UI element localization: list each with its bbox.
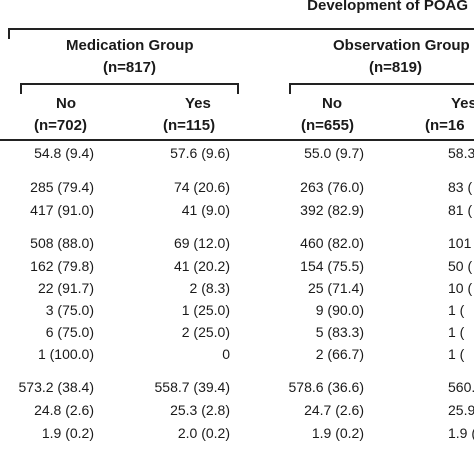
table-cell: 1 (: [448, 302, 465, 318]
table-cell: 2 (25.0): [181, 324, 230, 340]
top-rule-tick: [8, 28, 10, 39]
table-cell: 162 (79.8): [30, 258, 94, 274]
col-obs-yes-label: Yes: [451, 95, 474, 112]
table-cell: 1.9 (0.2): [311, 425, 364, 441]
table-cell: 50 (: [448, 258, 473, 274]
header-bottom-rule: [0, 139, 474, 141]
table-cell: 83 (: [448, 179, 473, 195]
table-cell: 57.6 (9.6): [170, 145, 230, 161]
table-cell: 263 (76.0): [300, 179, 364, 195]
table-cell: 10 (: [448, 280, 473, 296]
table-cell: 81 (: [448, 202, 473, 218]
table-cell: 54.8 (9.4): [34, 145, 94, 161]
table-cell: 508 (88.0): [30, 235, 94, 251]
col-obs-yes-n: (n=16: [425, 117, 465, 134]
table-cell: 101 (: [448, 235, 474, 251]
table-cell: 58.3 (: [448, 145, 474, 161]
table-cell: 460 (82.0): [300, 235, 364, 251]
table-cell: 24.8 (2.6): [34, 402, 94, 418]
table-cell: 1 (25.0): [181, 302, 230, 318]
table-cell: 6 (75.0): [45, 324, 94, 340]
table-cell: 9 (90.0): [315, 302, 364, 318]
table-cell: 74 (20.6): [173, 179, 230, 195]
table-cell: 560.1 (: [448, 379, 474, 395]
medication-rule-right-tick: [237, 83, 239, 94]
table-cell: 154 (75.5): [300, 258, 364, 274]
table-cell: 1 (100.0): [37, 346, 94, 362]
col-med-yes-n: (n=115): [163, 117, 216, 134]
table-cell: 417 (91.0): [30, 202, 94, 218]
table-cell: 578.6 (36.6): [288, 379, 365, 395]
table-cell: 2.0 (0.2): [177, 425, 230, 441]
col-obs-no-n: (n=655): [301, 117, 354, 134]
table-cell: 1 (: [448, 324, 465, 340]
table-cell: 25.3 (2.8): [170, 402, 230, 418]
observation-group-header: Observation Group: [333, 37, 470, 54]
table-cell: 1 (: [448, 346, 465, 362]
table-cell: 2 (66.7): [315, 346, 364, 362]
table-cell: 25.9 (: [448, 402, 474, 418]
observation-group-n: (n=819): [369, 59, 422, 76]
table-cell: 0: [222, 346, 230, 362]
medication-group-n: (n=817): [103, 59, 156, 76]
table-cell: 573.2 (38.4): [18, 379, 95, 395]
table-cell: 41 (9.0): [181, 202, 230, 218]
table-cell: 558.7 (39.4): [154, 379, 231, 395]
table-cell: 69 (12.0): [173, 235, 230, 251]
col-med-yes-label: Yes: [185, 95, 211, 112]
table-cell: 285 (79.4): [30, 179, 94, 195]
table-cell: 1.9 (: [448, 425, 474, 441]
col-med-no-n: (n=702): [34, 117, 87, 134]
table-cell: 41 (20.2): [173, 258, 230, 274]
col-obs-no-label: No: [322, 95, 342, 112]
table-cell: 24.7 (2.6): [304, 402, 364, 418]
table-cell: 55.0 (9.7): [304, 145, 364, 161]
top-rule: [8, 28, 474, 30]
table-cell: 392 (82.9): [300, 202, 364, 218]
table-cell: 5 (83.3): [315, 324, 364, 340]
observation-rule-left-tick: [289, 83, 291, 94]
table-cell: 22 (91.7): [37, 280, 94, 296]
medication-group-header: Medication Group: [66, 37, 194, 54]
medication-group-rule: [20, 83, 238, 85]
table-cell: 25 (71.4): [307, 280, 364, 296]
table-cell: 1.9 (0.2): [41, 425, 94, 441]
table-cell: 2 (8.3): [189, 280, 230, 296]
medication-rule-left-tick: [20, 83, 22, 94]
observation-group-rule: [289, 83, 474, 85]
table-title: Development of POAG: [307, 0, 468, 14]
table-cell: 3 (75.0): [45, 302, 94, 318]
col-med-no-label: No: [56, 95, 76, 112]
